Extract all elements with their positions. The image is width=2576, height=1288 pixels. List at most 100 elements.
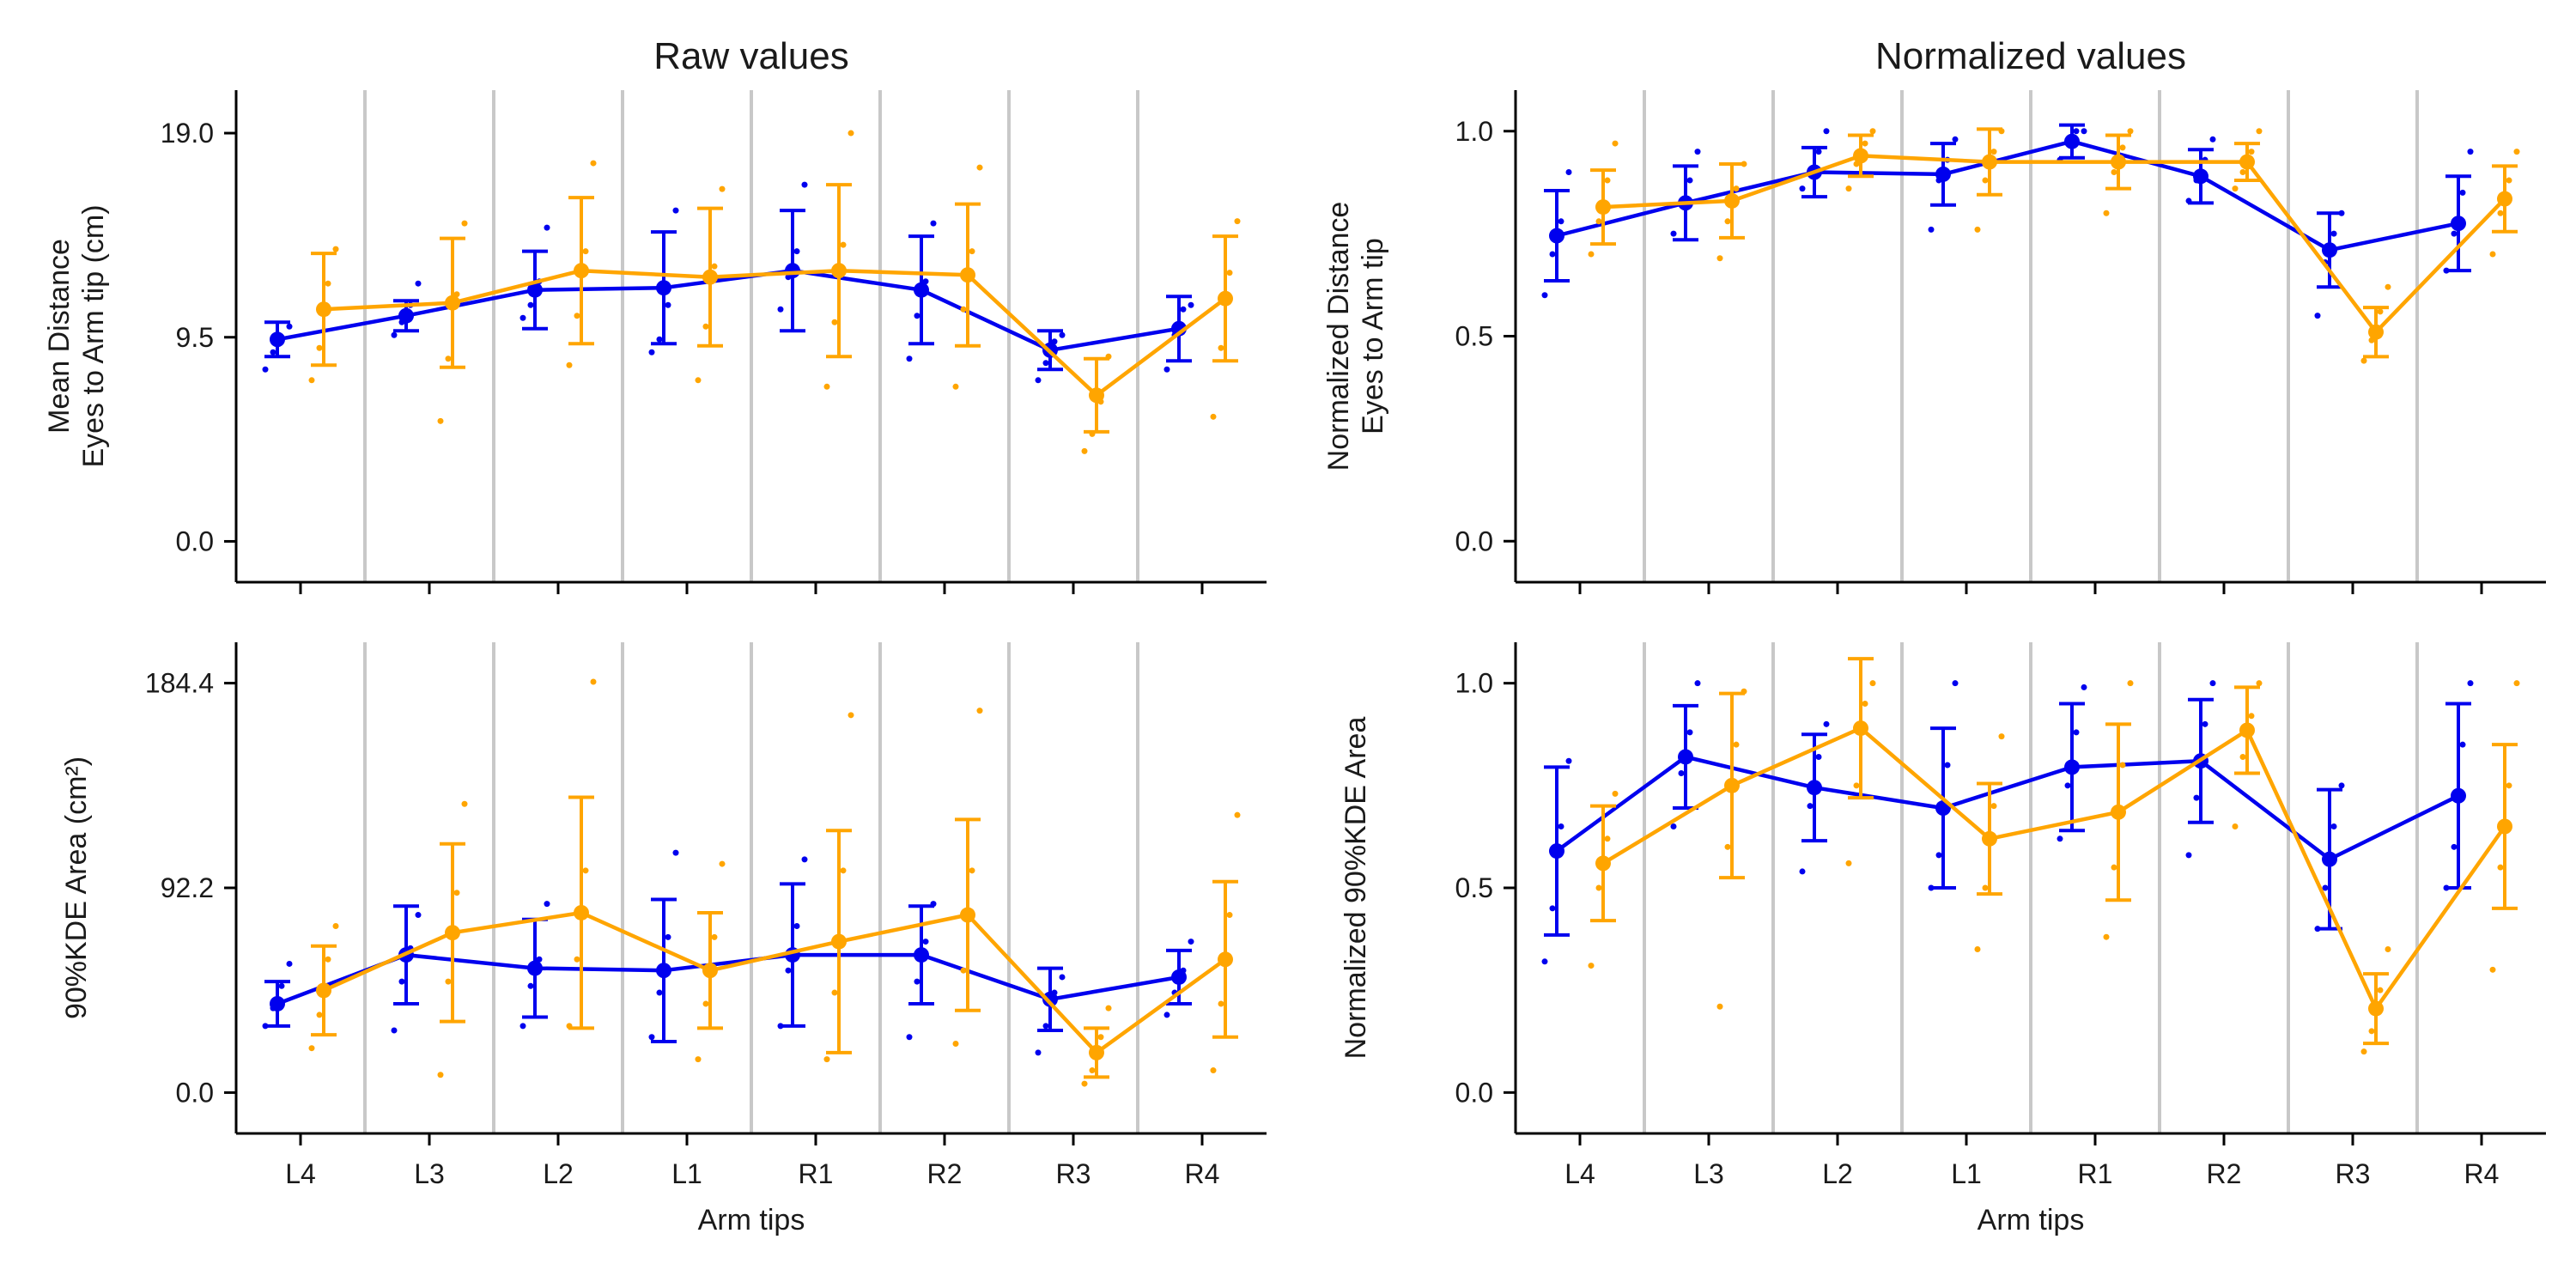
data-point — [672, 207, 679, 214]
y-tick-label: 0.0 — [1455, 526, 1493, 556]
series-blue — [1541, 680, 2474, 965]
x-tick-label-l2: L2 — [1822, 1158, 1853, 1189]
y-axis-label: Normalized 90%KDE Area — [1340, 717, 1372, 1060]
data-point — [1035, 377, 1042, 384]
data-point — [1869, 128, 1876, 135]
data-point — [840, 867, 847, 874]
data-point — [278, 982, 285, 989]
data-point — [1541, 958, 1548, 965]
data-point — [665, 933, 671, 940]
data-point — [2467, 680, 2474, 687]
mean-marker — [270, 331, 285, 348]
data-point — [2506, 782, 2512, 789]
y-tick-label: 92.2 — [161, 872, 214, 903]
data-point — [831, 319, 838, 325]
x-tick-label-r4: R4 — [2464, 1158, 2500, 1189]
y-tick-label: 184.4 — [145, 668, 214, 699]
data-point — [2377, 987, 2384, 993]
data-point — [719, 185, 726, 192]
panel-title: Raw values — [653, 35, 848, 77]
data-point — [914, 313, 920, 319]
mean-marker — [1724, 777, 1740, 793]
x-tick-label-l3: L3 — [414, 1158, 445, 1189]
series-orange — [308, 678, 1241, 1087]
data-point — [976, 708, 983, 714]
data-point — [2081, 128, 2087, 135]
data-point — [1862, 701, 1868, 707]
mean-marker — [702, 963, 718, 979]
data-point — [582, 248, 589, 255]
data-point — [1558, 823, 1564, 829]
data-point — [1982, 177, 1989, 184]
data-point — [262, 366, 269, 373]
data-point — [969, 867, 975, 874]
data-point — [960, 967, 967, 974]
data-point — [665, 301, 671, 308]
data-point — [2256, 128, 2263, 135]
series-orange — [1588, 657, 2520, 1055]
data-point — [1588, 251, 1595, 258]
data-point — [1694, 680, 1701, 687]
data-point — [1724, 218, 1731, 225]
data-point — [1716, 1003, 1723, 1010]
x-axis-label: Arm tips — [698, 1204, 805, 1236]
series-line — [1602, 154, 2506, 334]
data-point — [1612, 790, 1619, 797]
data-point — [1944, 762, 1951, 769]
data-point — [1188, 939, 1194, 945]
data-point — [1210, 1067, 1217, 1074]
data-point — [1694, 149, 1701, 155]
y-axis-label: Eyes to Arm tip — [1357, 238, 1389, 434]
data-point — [308, 1045, 315, 1052]
data-point — [711, 933, 718, 940]
data-point — [1952, 680, 1959, 687]
data-point — [711, 263, 718, 270]
data-point — [1845, 185, 1852, 192]
data-point — [574, 956, 580, 963]
mean-marker — [1853, 148, 1868, 164]
y-tick-label: 1.0 — [1455, 668, 1493, 699]
data-point — [2368, 1028, 2375, 1035]
data-point — [2360, 1048, 2367, 1055]
data-point — [2322, 884, 2329, 891]
data-point — [2064, 782, 2071, 789]
data-point — [2497, 864, 2504, 871]
data-point — [415, 912, 422, 919]
data-point — [1558, 218, 1564, 225]
data-point — [2119, 762, 2126, 769]
data-point — [325, 280, 331, 287]
x-tick-label-r1: R1 — [799, 1158, 834, 1189]
data-point — [1234, 811, 1241, 818]
mean-marker — [2497, 191, 2512, 207]
data-point — [398, 978, 405, 985]
mean-marker — [2497, 818, 2512, 835]
data-point — [2073, 729, 2080, 736]
mean-marker — [2368, 1000, 2384, 1017]
mean-marker — [656, 963, 671, 979]
mean-marker — [2451, 787, 2466, 804]
mean-marker — [831, 933, 847, 950]
data-point — [952, 383, 959, 390]
data-point — [1541, 292, 1548, 299]
x-tick-label-r1: R1 — [2078, 1158, 2113, 1189]
y-tick-label: 0.0 — [176, 1077, 214, 1108]
mean-marker — [1982, 830, 1997, 847]
data-point — [702, 323, 709, 330]
data-point — [1180, 306, 1187, 313]
data-point — [702, 1000, 709, 1007]
data-point — [1845, 860, 1852, 866]
data-point — [695, 1056, 702, 1063]
data-point — [437, 1072, 444, 1078]
data-point — [656, 336, 663, 343]
data-point — [1733, 185, 1740, 192]
mean-marker — [2322, 242, 2337, 258]
mean-marker — [1549, 843, 1564, 860]
data-point — [2073, 128, 2080, 135]
data-point — [437, 417, 444, 424]
data-point — [308, 377, 315, 384]
mean-marker — [2193, 168, 2208, 185]
x-tick-label-l4: L4 — [1564, 1158, 1595, 1189]
mean-marker — [1218, 290, 1233, 307]
mean-marker — [1549, 228, 1564, 244]
